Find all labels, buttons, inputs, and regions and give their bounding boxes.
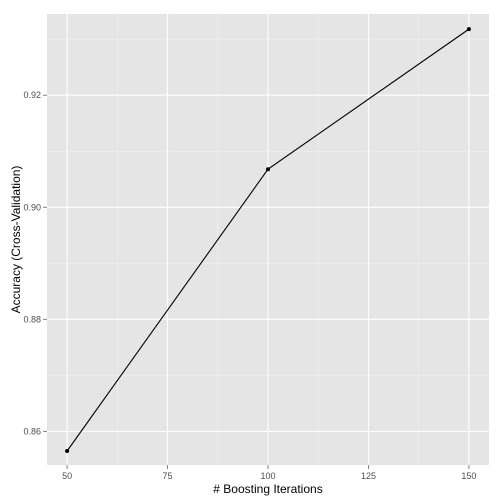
- x-tick-label: 75: [163, 471, 173, 481]
- x-tick-label: 125: [361, 471, 376, 481]
- data-point: [466, 27, 471, 32]
- x-tick-label: 50: [62, 471, 72, 481]
- axis-ticks: [43, 94, 470, 469]
- y-tick-label: 0.88: [23, 314, 41, 324]
- grid-major: [47, 14, 489, 465]
- y-axis-title: Accuracy (Cross-Validation): [9, 166, 23, 314]
- x-axis-title: # Boosting Iterations: [213, 482, 322, 496]
- x-tick-label: 100: [260, 471, 275, 481]
- data-point: [266, 167, 270, 172]
- series-group: [65, 27, 471, 453]
- y-tick-label: 0.92: [23, 90, 41, 100]
- tick-labels: 50 75 100 125 150 0.86 0.88 0.90 0.92: [23, 90, 476, 481]
- y-tick-label: 0.86: [23, 426, 41, 436]
- data-point: [65, 448, 70, 453]
- y-tick-label: 0.90: [23, 202, 41, 212]
- x-tick-label: 150: [461, 471, 476, 481]
